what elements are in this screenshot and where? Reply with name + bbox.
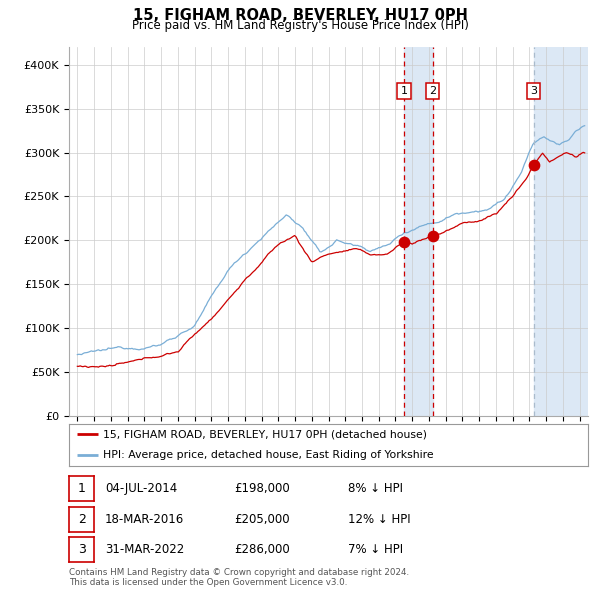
Text: 3: 3	[77, 543, 86, 556]
Text: 3: 3	[530, 86, 537, 96]
Text: HPI: Average price, detached house, East Riding of Yorkshire: HPI: Average price, detached house, East…	[103, 451, 433, 460]
Bar	[533, 47, 588, 416]
Bar	[404, 47, 433, 416]
Text: 15, FIGHAM ROAD, BEVERLEY, HU17 0PH: 15, FIGHAM ROAD, BEVERLEY, HU17 0PH	[133, 8, 467, 22]
Text: £198,000: £198,000	[234, 482, 290, 495]
Text: 7% ↓ HPI: 7% ↓ HPI	[348, 543, 403, 556]
Point	[399, 237, 409, 247]
Text: Contains HM Land Registry data © Crown copyright and database right 2024.
This d: Contains HM Land Registry data © Crown c…	[69, 568, 409, 587]
Text: 1: 1	[77, 482, 86, 495]
Text: 2: 2	[429, 86, 436, 96]
Text: 12% ↓ HPI: 12% ↓ HPI	[348, 513, 410, 526]
Text: 15, FIGHAM ROAD, BEVERLEY, HU17 0PH (detached house): 15, FIGHAM ROAD, BEVERLEY, HU17 0PH (det…	[103, 430, 427, 439]
Text: £286,000: £286,000	[234, 543, 290, 556]
Text: 8% ↓ HPI: 8% ↓ HPI	[348, 482, 403, 495]
Text: 04-JUL-2014: 04-JUL-2014	[105, 482, 177, 495]
Text: 31-MAR-2022: 31-MAR-2022	[105, 543, 184, 556]
Point	[428, 231, 437, 241]
Text: 18-MAR-2016: 18-MAR-2016	[105, 513, 184, 526]
Text: 2: 2	[77, 513, 86, 526]
Text: Price paid vs. HM Land Registry's House Price Index (HPI): Price paid vs. HM Land Registry's House …	[131, 19, 469, 32]
Text: 1: 1	[400, 86, 407, 96]
Text: £205,000: £205,000	[234, 513, 290, 526]
Point	[529, 160, 538, 169]
